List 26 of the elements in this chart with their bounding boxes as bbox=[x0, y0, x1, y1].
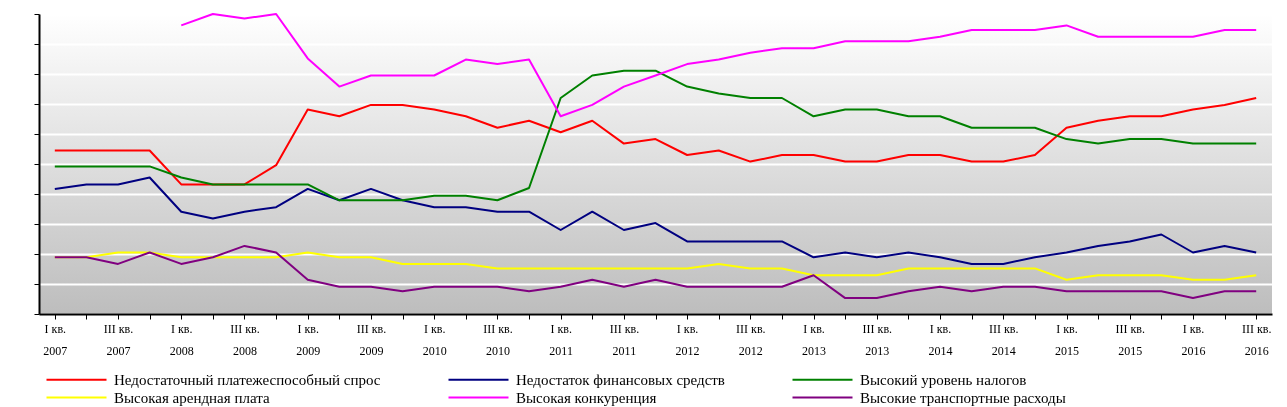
legend-label: Недостаток финансовых средств bbox=[516, 371, 725, 388]
x-tick-label: I кв. 2010 bbox=[422, 321, 447, 358]
x-tick-label: III кв. 2008 bbox=[230, 321, 260, 358]
legend-label: Недостаточный платежеспособный спрос bbox=[114, 371, 381, 388]
x-tick-label: III кв. 2012 bbox=[736, 321, 766, 358]
legend-label: Высокая конкуренция bbox=[516, 389, 657, 406]
x-tick-label: I кв. 2014 bbox=[928, 321, 953, 358]
x-tick-label: I кв. 2008 bbox=[169, 321, 194, 358]
x-tick-label: I кв. 2013 bbox=[802, 321, 827, 358]
x-tick-label: I кв. 2007 bbox=[43, 321, 68, 358]
x-tick-label: III кв. 2007 bbox=[103, 321, 134, 358]
x-tick-label: III кв. 2015 bbox=[1115, 321, 1145, 358]
x-tick-label: I кв. 2016 bbox=[1181, 321, 1206, 358]
x-tick-label: III кв. 2010 bbox=[483, 321, 513, 358]
x-tick-label: III кв. 2016 bbox=[1241, 321, 1272, 358]
x-tick-label: III кв. 2009 bbox=[356, 321, 387, 358]
legend-label: Высокий уровень налогов bbox=[860, 371, 1027, 388]
x-tick-label: III кв. 2013 bbox=[862, 321, 893, 358]
x-tick-label: I кв. 2011 bbox=[549, 321, 573, 358]
legend-label: Высокие транспортные расходы bbox=[860, 389, 1066, 406]
x-tick-label: I кв. 2012 bbox=[675, 321, 700, 358]
legend-label: Высокая арендная плата bbox=[114, 389, 270, 406]
x-tick-label: III кв. 2014 bbox=[989, 321, 1019, 358]
x-tick-label: I кв. 2015 bbox=[1055, 321, 1079, 358]
x-tick-label: I кв. 2009 bbox=[296, 321, 321, 358]
x-tick-label: III кв. 2011 bbox=[609, 321, 640, 358]
